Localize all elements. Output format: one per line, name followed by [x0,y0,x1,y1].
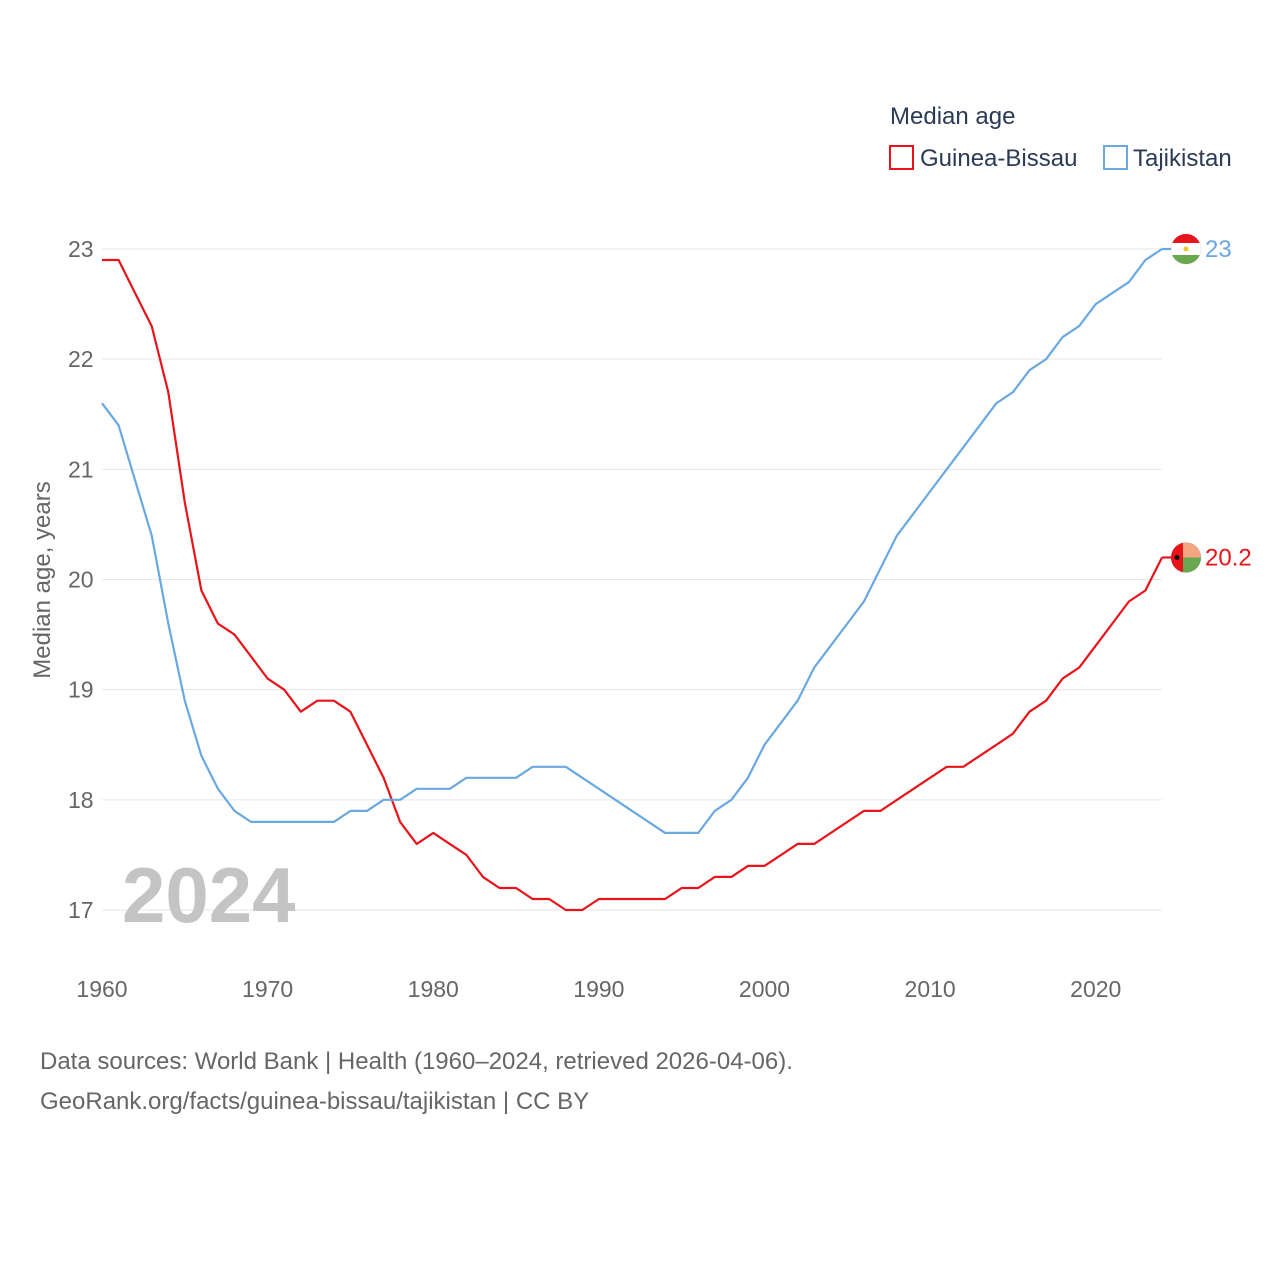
guinea-bissau-flag-icon [1170,541,1202,573]
footer: Data sources: World Bank | Health (1960–… [40,1042,793,1122]
x-tick-label: 1990 [573,976,624,1002]
y-tick-label: 23 [68,236,94,262]
y-axis-ticks: 17 18 19 20 21 22 23 [68,236,94,923]
legend-label-guinea-bissau: Guinea-Bissau [920,145,1077,172]
y-tick-label: 20 [68,567,94,593]
legend-swatch-tajikistan [1103,145,1128,170]
y-axis-title: Median age, years [29,481,56,678]
end-value-label-guinea-bissau: 20.2 [1205,544,1252,571]
x-tick-label: 1980 [408,976,459,1002]
legend[interactable]: Median age Guinea-Bissau Tajikistan [889,103,1232,172]
data-sources-text: Data sources: World Bank | Health (1960–… [40,1048,793,1075]
x-axis-ticks: 1960 1970 1980 1990 2000 2010 2020 [76,976,1121,1002]
legend-title: Median age [890,103,1015,130]
end-value-label-tajikistan: 23 [1205,236,1232,263]
series-line-guinea-bissau[interactable] [102,258,1163,912]
x-tick-label: 2000 [739,976,790,1002]
y-tick-label: 21 [68,456,94,482]
y-tick-label: 17 [68,897,94,923]
series-line-tajikistan[interactable] [101,248,1163,835]
series-lines [101,248,1163,912]
x-tick-label: 2020 [1070,976,1121,1002]
tajikistan-flag-icon [1170,233,1202,265]
end-markers: 20.2 23 [1162,233,1252,573]
x-tick-label: 1960 [76,976,127,1002]
x-tick-label: 2010 [905,976,956,1002]
median-age-chart: 17 18 19 20 21 22 23 1960 1970 1980 1990 2000 2010 2… [29,103,1252,1002]
legend-swatch-guinea-bissau [889,145,914,170]
legend-item-tajikistan[interactable]: Tajikistan [1103,145,1232,172]
gridlines [102,248,1162,911]
y-tick-label: 22 [68,346,94,372]
legend-item-guinea-bissau[interactable]: Guinea-Bissau [889,145,1077,172]
x-tick-label: 1970 [242,976,293,1002]
year-watermark: 2024 [122,851,296,939]
y-tick-label: 19 [68,677,94,703]
legend-label-tajikistan: Tajikistan [1133,145,1232,172]
attribution-link[interactable]: GeoRank.org/facts/guinea-bissau/tajikist… [40,1088,590,1115]
y-tick-label: 18 [68,787,94,813]
